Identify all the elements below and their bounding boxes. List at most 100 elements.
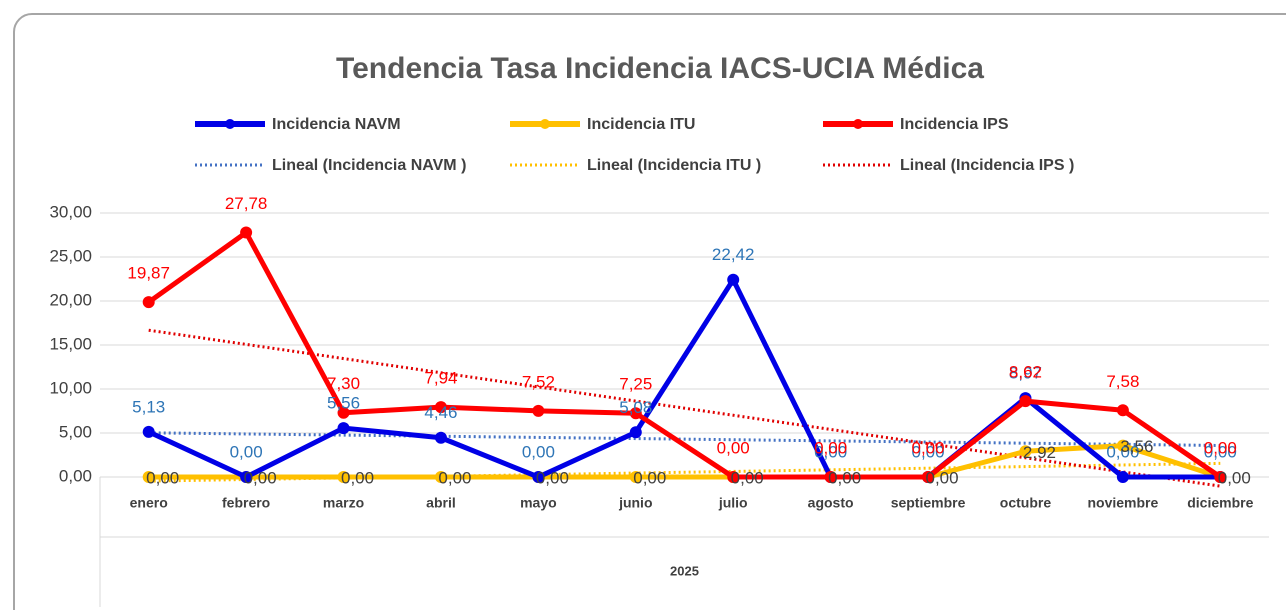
series-line xyxy=(148,443,1222,480)
x-tick-label: febrero xyxy=(222,495,270,511)
data-label: 2,92 xyxy=(1023,443,1056,462)
data-label: 0,00 xyxy=(1204,442,1237,461)
data-point xyxy=(1019,445,1032,458)
data-label: 7,58 xyxy=(1106,372,1139,391)
data-label: 5,13 xyxy=(132,397,165,416)
data-label: 0,00 xyxy=(438,468,471,487)
data-label: 7,94 xyxy=(424,369,457,388)
data-point xyxy=(629,471,642,483)
x-tick-label: septiembre xyxy=(891,495,966,511)
data-point xyxy=(142,425,155,438)
data-label: 7,25 xyxy=(619,375,652,394)
data-label: 22,42 xyxy=(712,245,755,264)
x-tick-label: noviembre xyxy=(1087,495,1158,511)
x-tick-label: agosto xyxy=(808,495,854,511)
data-point xyxy=(240,226,253,239)
legend-label: Incidencia ITU xyxy=(587,116,695,133)
x-tick-label: julio xyxy=(718,495,748,511)
data-point xyxy=(142,471,155,483)
y-tick-label: 0,00 xyxy=(59,466,92,485)
data-point xyxy=(1116,404,1129,417)
legend-label: Incidencia IPS xyxy=(900,116,1009,133)
x-tick-label: junio xyxy=(618,495,652,511)
data-label: 19,87 xyxy=(127,264,170,283)
legend-label: Lineal (Incidencia NAVM ) xyxy=(272,157,466,174)
data-label: 5,08 xyxy=(619,398,652,417)
data-label: 8,97 xyxy=(1009,364,1042,383)
data-label: 0,00 xyxy=(1218,468,1251,487)
y-tick-label: 5,00 xyxy=(59,422,92,441)
y-tick-label: 30,00 xyxy=(49,202,92,221)
data-point xyxy=(629,407,642,420)
x-tick-label: octubre xyxy=(1000,495,1052,511)
data-point xyxy=(1116,471,1129,483)
data-label: 0,00 xyxy=(911,438,944,457)
data-label: 0,00 xyxy=(828,468,861,487)
x-tick-label: marzo xyxy=(323,495,364,511)
data-label: 27,78 xyxy=(225,194,268,213)
data-point xyxy=(727,273,740,286)
data-label: 0,00 xyxy=(230,442,263,461)
data-point xyxy=(922,471,935,483)
data-label: 4,46 xyxy=(424,403,457,422)
y-tick-label: 25,00 xyxy=(49,246,92,265)
data-point xyxy=(532,471,545,483)
trendline xyxy=(148,328,1221,488)
legend-label: Lineal (Incidencia IPS ) xyxy=(900,157,1074,174)
data-label: 3,56 xyxy=(1120,437,1153,456)
data-label: 0,00 xyxy=(633,468,666,487)
data-label: 0,00 xyxy=(244,468,277,487)
x-tick-label: mayo xyxy=(520,495,557,511)
chart-title: Tendencia Tasa Incidencia IACS-UCIA Médi… xyxy=(336,52,984,85)
y-tick-label: 15,00 xyxy=(49,334,92,353)
data-label: 0,00 xyxy=(911,442,944,461)
data-label: 8,62 xyxy=(1009,363,1042,382)
data-point xyxy=(142,296,155,309)
legend-label: Lineal (Incidencia ITU ) xyxy=(587,157,761,174)
x-group-label: 2025 xyxy=(670,563,699,578)
legend-swatch xyxy=(225,119,235,129)
trendline xyxy=(148,461,1221,483)
x-tick-label: abril xyxy=(426,495,456,511)
data-label: 0,00 xyxy=(1106,442,1139,461)
legend-swatch xyxy=(540,119,550,129)
data-point xyxy=(1019,395,1032,408)
data-label: 0,00 xyxy=(522,442,555,461)
data-label: 0,00 xyxy=(717,438,750,457)
data-point xyxy=(629,426,642,439)
x-tick-label: enero xyxy=(130,495,168,511)
data-point xyxy=(434,431,447,444)
data-label: 0,00 xyxy=(1204,438,1237,457)
trendline xyxy=(148,431,1221,447)
y-tick-label: 10,00 xyxy=(49,378,92,397)
data-point xyxy=(727,471,740,483)
data-point xyxy=(337,471,350,483)
data-point xyxy=(1214,471,1227,483)
chart-frame xyxy=(13,13,1286,615)
data-label: 0,00 xyxy=(146,468,179,487)
data-label: 7,30 xyxy=(327,374,360,393)
data-point xyxy=(337,406,350,419)
legend-swatch xyxy=(853,119,863,129)
y-tick-label: 20,00 xyxy=(49,290,92,309)
data-point xyxy=(337,422,350,435)
series-line xyxy=(147,230,1222,480)
data-label: 0,00 xyxy=(814,438,847,457)
x-tick-label: diciembre xyxy=(1187,495,1253,511)
data-label: 7,52 xyxy=(522,372,555,391)
data-point xyxy=(240,471,253,483)
data-point xyxy=(824,471,837,483)
data-label: 5,56 xyxy=(327,394,360,413)
data-point xyxy=(532,404,545,417)
data-label: 0,00 xyxy=(341,468,374,487)
data-point xyxy=(434,401,447,414)
legend-label: Incidencia NAVM xyxy=(272,116,401,133)
data-label: 0,00 xyxy=(925,468,958,487)
data-label: 0,00 xyxy=(814,442,847,461)
data-label: 0,00 xyxy=(731,468,764,487)
data-label: 0,00 xyxy=(536,468,569,487)
series-line xyxy=(147,277,1221,480)
data-point xyxy=(1116,439,1129,452)
